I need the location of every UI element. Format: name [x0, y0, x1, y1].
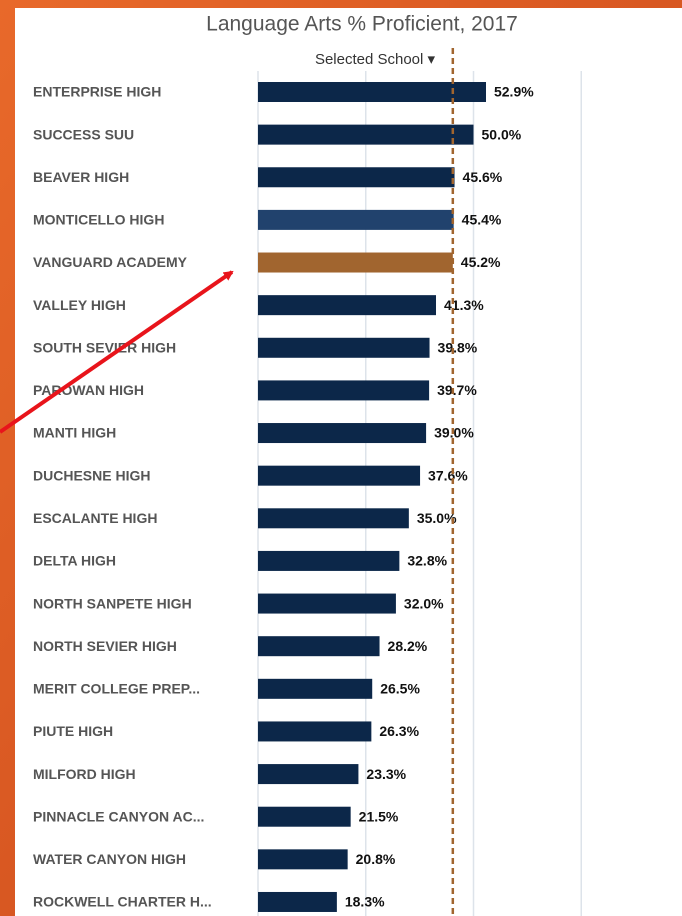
bar — [258, 295, 437, 316]
filter-label[interactable]: Selected School ▾ — [315, 51, 436, 68]
bar — [258, 209, 454, 230]
bar — [258, 423, 427, 444]
category-label: BEAVER HIGH — [33, 169, 129, 185]
value-label: 50.0% — [482, 126, 522, 142]
value-label: 26.3% — [379, 723, 419, 739]
category-label: VALLEY HIGH — [33, 297, 126, 313]
value-label: 52.9% — [494, 84, 534, 100]
value-label: 20.8% — [356, 851, 396, 867]
value-label: 39.8% — [438, 339, 478, 355]
value-label: 21.5% — [359, 808, 399, 824]
value-label: 26.5% — [380, 681, 420, 697]
bar — [258, 508, 409, 529]
category-label: SUCCESS SUU — [33, 126, 134, 142]
bar — [258, 678, 373, 699]
value-label: 32.0% — [404, 595, 444, 611]
value-label: 32.8% — [407, 553, 447, 569]
bar — [258, 636, 380, 657]
bar — [258, 380, 430, 401]
category-label: NORTH SANPETE HIGH — [33, 595, 192, 611]
category-label: MONTICELLO HIGH — [33, 212, 164, 228]
category-label: SOUTH SEVIER HIGH — [33, 339, 176, 355]
bar — [258, 764, 359, 785]
category-label: VANGUARD ACADEMY — [33, 254, 188, 270]
value-label: 18.3% — [345, 894, 385, 910]
value-label: 28.2% — [388, 638, 428, 654]
category-label: DUCHESNE HIGH — [33, 467, 150, 483]
category-label: ENTERPRISE HIGH — [33, 84, 161, 100]
value-label: 35.0% — [417, 510, 457, 526]
bar — [258, 465, 421, 486]
category-label: MILFORD HIGH — [33, 766, 136, 782]
value-label: 45.2% — [461, 254, 501, 270]
bar — [258, 721, 372, 742]
bar — [258, 550, 400, 571]
bar — [258, 891, 337, 912]
value-label: 39.0% — [434, 425, 474, 441]
category-label: PAROWAN HIGH — [33, 382, 144, 398]
chart-title: Language Arts % Proficient, 2017 — [206, 13, 518, 36]
bar — [258, 849, 348, 870]
arrow — [0, 270, 234, 434]
category-label: ESCALANTE HIGH — [33, 510, 157, 526]
category-label: MERIT COLLEGE PREP... — [33, 681, 200, 697]
value-label: 45.6% — [463, 169, 503, 185]
category-label: PIUTE HIGH — [33, 723, 113, 739]
category-label: MANTI HIGH — [33, 425, 116, 441]
bar — [258, 167, 455, 188]
value-label: 37.6% — [428, 467, 468, 483]
category-label: DELTA HIGH — [33, 553, 116, 569]
bar — [258, 124, 474, 145]
category-label: NORTH SEVIER HIGH — [33, 638, 177, 654]
value-label: 41.3% — [444, 297, 484, 313]
value-label: 39.7% — [437, 382, 477, 398]
plot: ENTERPRISE HIGH 52.9% SUCCESS SUU 50.0% BEAV… — [33, 48, 582, 916]
category-label: PINNACLE CANYON AC... — [33, 808, 204, 824]
value-label: 45.4% — [462, 212, 502, 228]
bar — [258, 337, 430, 358]
category-label: ROCKWELL CHARTER H... — [33, 894, 212, 910]
bar — [258, 806, 351, 827]
value-label: 23.3% — [366, 766, 406, 782]
bar — [258, 252, 453, 273]
bar — [258, 82, 486, 102]
category-label: WATER CANYON HIGH — [33, 851, 186, 867]
bar — [258, 593, 396, 614]
